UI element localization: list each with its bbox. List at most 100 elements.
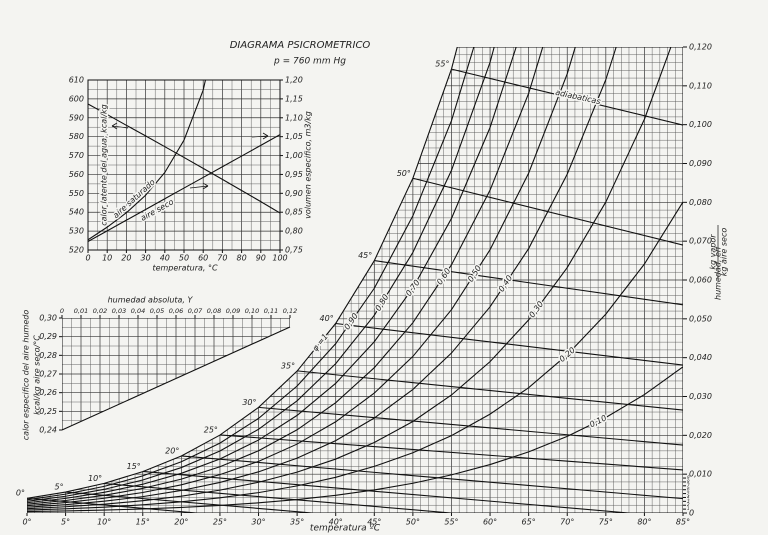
y-tick-label: 0,110 [689,81,712,90]
humidity-curve [27,366,683,513]
adiabatic-line [451,68,683,126]
y-tick-label: 0,040 [689,353,712,362]
y-tick-label: 0,090 [689,159,712,168]
y2-tick-label: 1,00 [285,151,303,160]
adiabatic-label: 15° [127,462,141,471]
adiabatic-line [335,322,683,366]
x-tick-label: 90 [256,254,266,263]
adiabatic-line [219,434,683,471]
y-tick-label: 0,050 [689,314,712,323]
y-tick-label: 560 [69,170,84,179]
humidity-curve [27,201,683,511]
y-tick-label: 0,020 [689,431,712,440]
x-tick-label: 0° [22,518,31,527]
inset1-grid [88,80,280,250]
y-tick-label: 0,24 [39,426,57,435]
y-tick-label: 0,010 [689,470,712,479]
x-tick-label: 80° [637,518,651,527]
y-minor-tick-label: 7 [687,483,690,488]
x-tick-label: 30° [251,518,265,527]
y-tick-label: 0,100 [689,120,712,129]
x-tick-label: 50 [179,254,189,263]
y-axis-title: kcal/kg aire seco/°C [33,335,42,415]
x-tick-label: 40° [329,518,343,527]
x-tick-label: 30 [141,254,151,263]
adiabatic-label: 30° [242,398,256,407]
y-minor-tick-label: 5 [687,491,690,496]
x-tick-label: 15° [136,518,150,527]
y-tick-label: 580 [69,132,84,141]
x-tick-label: 60 [198,254,208,263]
x-tick-label: 70° [560,518,574,527]
x-tick-label: 0,03 [112,307,126,315]
y-minor-tick-label: 6 [687,487,690,492]
x-tick-label: 65° [522,518,536,527]
adiabatic-line [412,177,683,246]
y2-tick-label: 1,05 [285,132,303,141]
adiabatic-line [27,497,197,513]
y-tick-label: 520 [69,246,84,255]
x-tick-label: 10° [97,518,111,527]
x-tick-label: 0,09 [226,307,240,315]
humidity-curve [27,47,458,499]
x-tick-label: 85° [676,518,690,527]
x-tick-label: 100 [272,254,287,263]
adiabatic-line [258,406,683,446]
y-tick-label: 530 [69,227,84,236]
x-tick-label: 0,02 [93,307,107,315]
y2-tick-label: 0,85 [285,208,303,217]
adiabatic-label: 25° [204,425,218,434]
y-minor-tick-label: 3 [687,498,690,503]
x-tick-label: 0 [85,254,90,263]
humidity-curve [27,47,672,510]
humidity-curve [27,47,544,505]
y-tick-label: 550 [69,189,84,198]
y-tick-label: 0,26 [39,388,57,397]
adiabatic-label: 0° [16,489,25,498]
y-tick-label: 0,060 [689,276,712,285]
adiabatic-label: 40° [320,314,334,323]
adiabatic-label: 50° [397,169,411,178]
y2-tick-label: 1,15 [285,94,303,103]
adiabatic-label: 5° [54,483,63,492]
inset1-curve [88,134,280,243]
humidity-curve [27,47,475,501]
adiabatic-line [297,370,683,411]
y-tick-label: 0,28 [39,351,57,360]
adiabatic-line [65,491,313,513]
y-minor-tick-label: 9 [687,475,690,480]
x-tick-label: 35° [290,518,304,527]
x-tick-label: 0 [60,307,64,315]
x-tick-label: 0,10 [245,307,259,315]
x-tick-label: 0,05 [150,307,164,315]
humidity-curve [27,47,576,507]
y-axis-title: calor especifico del aire humedo [22,310,31,441]
y-tick-label: 0,070 [689,237,712,246]
x-axis-title: humedad absoluta, Y [108,296,194,305]
y-tick-label: 540 [69,208,84,217]
y-tick-label: 0,29 [39,332,57,341]
x-tick-label: 70 [217,254,227,263]
adiabatic-line [374,260,683,306]
y-tick-label: 570 [69,151,84,160]
x-tick-label: 0,06 [169,307,183,315]
inset1-curve [88,80,207,241]
x-tick-label: 55° [444,518,458,527]
y-minor-tick-label: 4 [687,494,690,499]
y-tick-label: 0,27 [39,370,58,379]
x-tick-label: 0,04 [131,307,145,315]
y-axis-title: kg vapor [709,234,718,270]
x-tick-label: 25° [213,518,227,527]
adiabatic-label: 45° [358,251,372,260]
x-tick-label: 10 [102,254,112,263]
y-tick-label: 590 [69,113,84,122]
y2-tick-label: 1,10 [285,113,303,122]
y-tick-label: 0,080 [689,198,712,207]
x-axis-title: temperatura, °C [152,264,218,273]
x-tick-label: 80 [237,254,247,263]
x-tick-label: 0,12 [283,307,297,315]
adiabatic-line [104,482,452,513]
humidity-curve [27,47,495,502]
x-tick-label: 0,01 [74,307,88,315]
